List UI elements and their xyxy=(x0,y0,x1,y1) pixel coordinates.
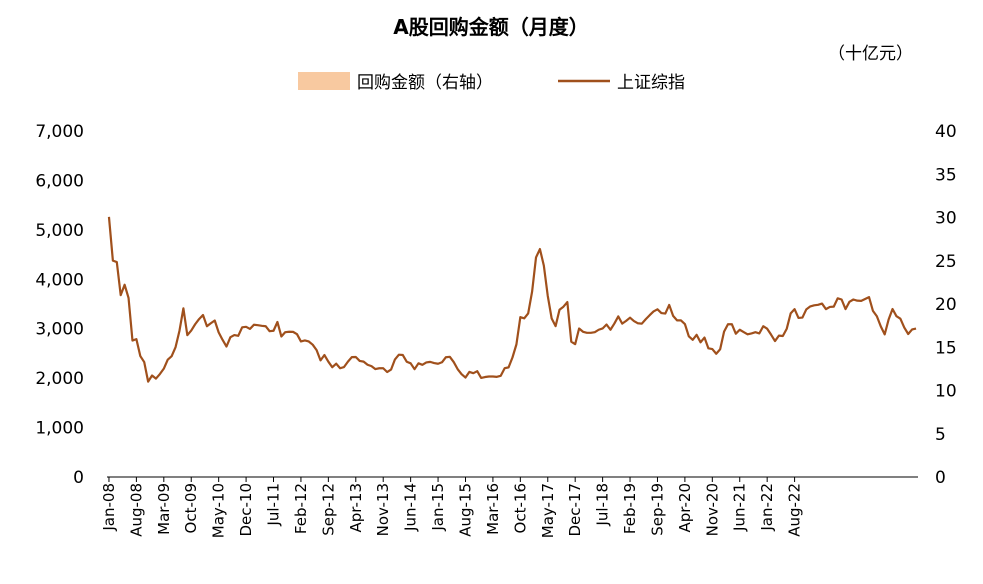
x-tick-label: Nov-13 xyxy=(374,483,392,536)
x-tick-label: Dec-17 xyxy=(566,483,584,537)
shanghai-index-line xyxy=(107,216,917,383)
chart-title: A股回购金额（月度） xyxy=(393,15,588,39)
x-tick-label: Jul-11 xyxy=(265,483,283,527)
x-tick-label: Aug-08 xyxy=(127,483,145,537)
left-axis: 0 1,000 2,000 3,000 4,000 5,000 6,000 7,000 xyxy=(35,122,84,488)
x-tick-label: Jan-22 xyxy=(758,483,776,532)
left-tick-label: 2,000 xyxy=(35,369,84,389)
x-tick-label: Feb-19 xyxy=(621,483,639,534)
right-axis: 0 5 10 15 20 25 30 35 40 xyxy=(935,122,957,488)
x-tick-label: Dec-10 xyxy=(237,483,255,537)
x-tick-label: Oct-16 xyxy=(511,483,529,533)
x-tick-label: Aug-15 xyxy=(456,483,474,537)
right-tick-label: 40 xyxy=(935,122,957,142)
right-tick-label: 25 xyxy=(935,252,957,272)
right-axis-unit: （十亿元） xyxy=(828,44,913,64)
x-tick-label: Apr-13 xyxy=(347,483,365,533)
right-tick-label: 20 xyxy=(935,295,957,315)
legend: 回购金额（右轴） 上证综指 xyxy=(298,72,685,93)
right-tick-label: 5 xyxy=(935,425,946,445)
x-tick-label: May-10 xyxy=(210,483,228,538)
x-tick-label: Aug-22 xyxy=(786,483,804,537)
x-tick-label: Feb-12 xyxy=(292,483,310,534)
x-tick-label: Nov-20 xyxy=(703,483,721,536)
left-tick-label: 5,000 xyxy=(35,221,84,241)
right-tick-label: 0 xyxy=(935,468,946,488)
left-tick-label: 1,000 xyxy=(35,419,84,439)
x-tick-label: Mar-09 xyxy=(155,483,173,535)
right-tick-label: 15 xyxy=(935,338,957,358)
x-tick-label: Jun-21 xyxy=(731,483,749,532)
x-tick-label: Jan-08 xyxy=(100,483,118,532)
x-tick-label: Jun-14 xyxy=(402,483,420,532)
left-tick-label: 3,000 xyxy=(35,320,84,340)
left-tick-label: 0 xyxy=(73,468,84,488)
left-tick-label: 4,000 xyxy=(35,270,84,290)
right-tick-label: 35 xyxy=(935,165,957,185)
x-tick-label: Sep-19 xyxy=(648,483,666,536)
legend-bar-label: 回购金额（右轴） xyxy=(357,73,493,93)
legend-line-label: 上证综指 xyxy=(617,73,685,93)
right-tick-label: 10 xyxy=(935,382,957,402)
x-tick-label: Jul-18 xyxy=(594,483,612,527)
x-tick-label: Oct-09 xyxy=(182,483,200,533)
x-axis: Jan-08 Aug-08 Mar-09 Oct-09 May-10 Dec-10 Jul-… xyxy=(100,477,804,538)
legend-bar-swatch xyxy=(298,72,350,90)
x-tick-label: Apr-20 xyxy=(676,483,694,533)
right-tick-label: 30 xyxy=(935,209,957,229)
x-tick-label: Jan-15 xyxy=(429,483,447,532)
left-tick-label: 6,000 xyxy=(35,171,84,191)
left-tick-label: 7,000 xyxy=(35,122,84,142)
x-tick-label: Sep-12 xyxy=(319,483,337,536)
x-tick-label: May-17 xyxy=(539,483,557,538)
x-tick-label: Mar-16 xyxy=(484,483,502,535)
